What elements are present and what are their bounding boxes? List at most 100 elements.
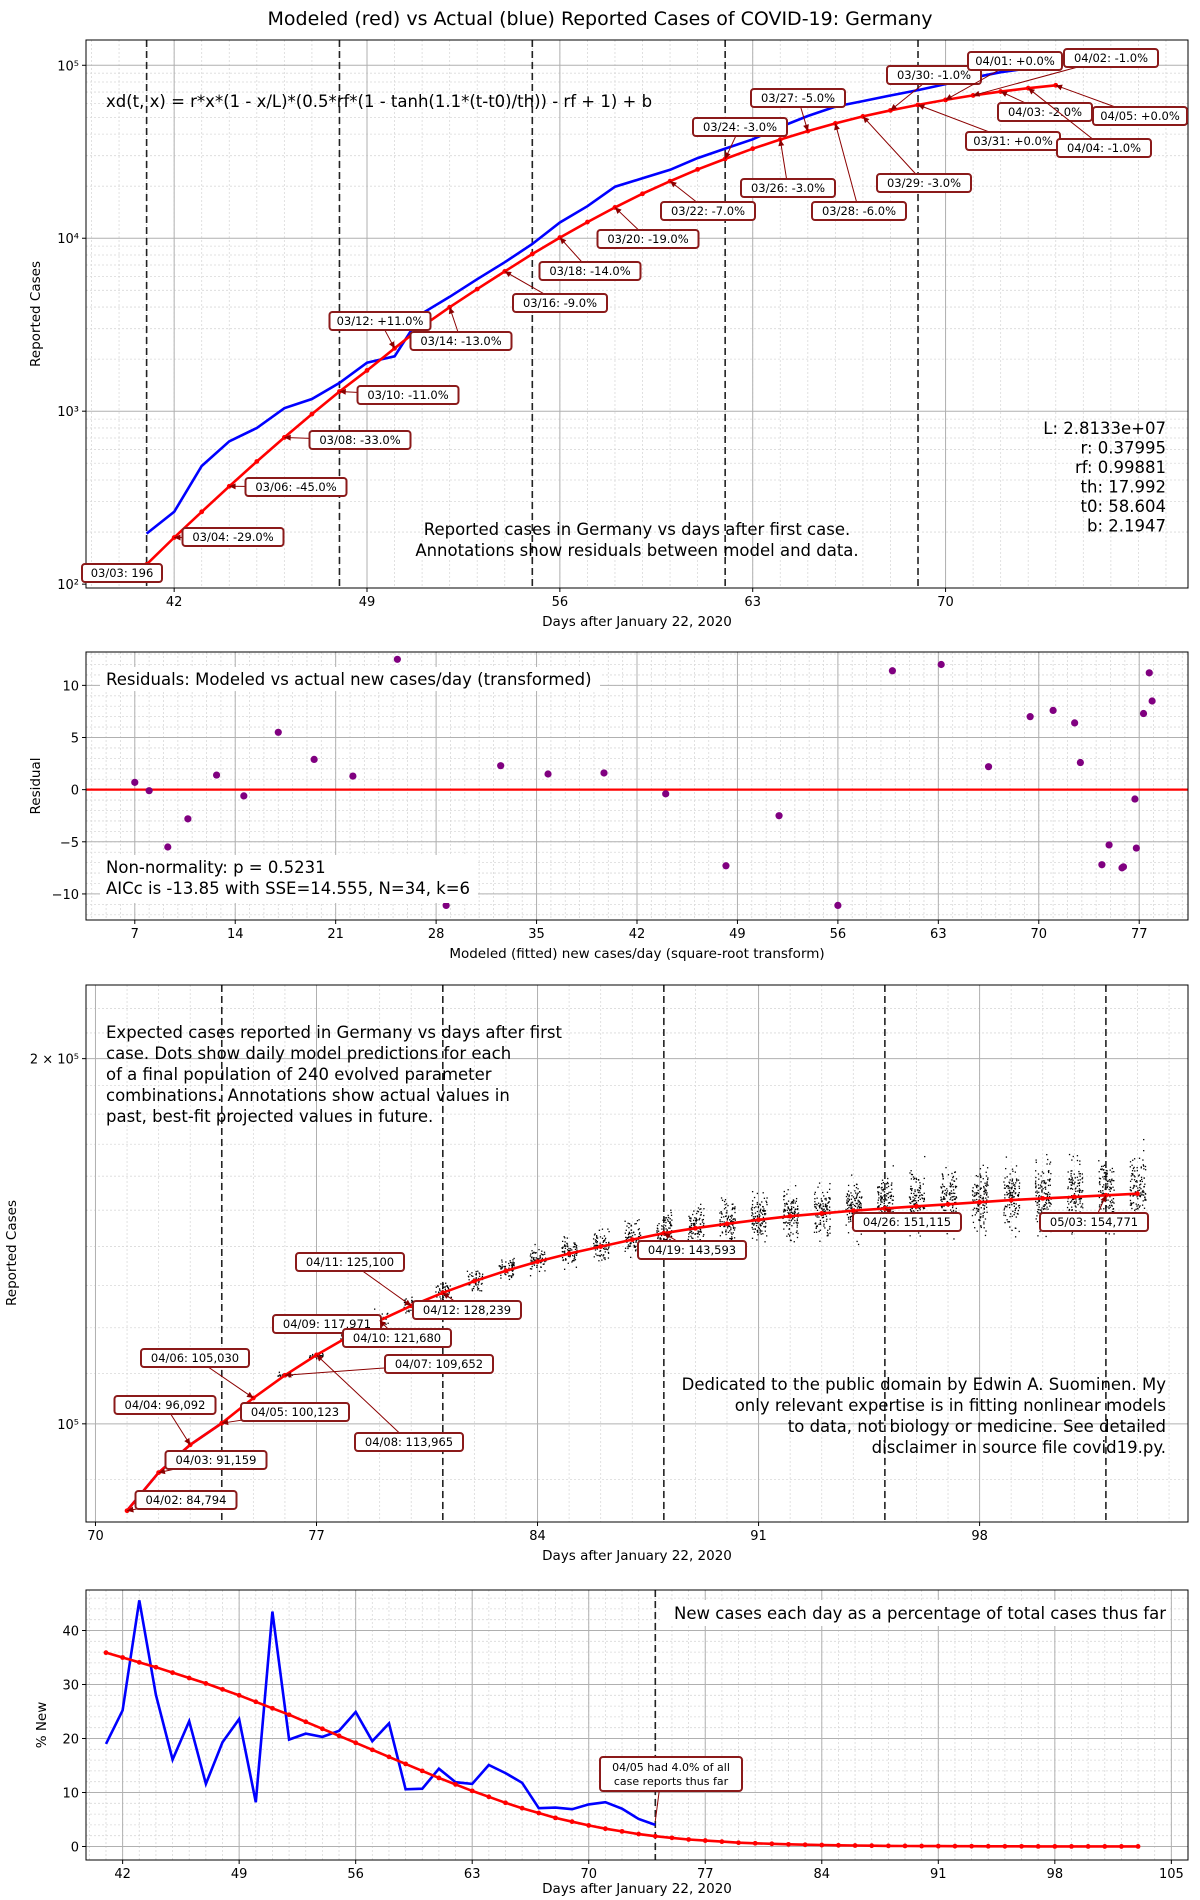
prediction-dot [848, 1199, 850, 1201]
prediction-dot [1017, 1213, 1019, 1215]
prediction-dot [725, 1207, 727, 1209]
prediction-dot [1046, 1206, 1048, 1208]
p4-x-tick-label: 63 [464, 1867, 481, 1882]
prediction-dot [878, 1186, 880, 1188]
residual-annotation-text: 03/12: +11.0% [337, 314, 424, 328]
residual-point [164, 843, 172, 851]
prediction-dot [1038, 1206, 1040, 1208]
residual-annotation: 03/24: -3.0% [692, 117, 788, 160]
prediction-dot [1008, 1196, 1010, 1199]
prediction-dot [892, 1165, 894, 1167]
prediction-dot [790, 1209, 793, 1211]
prediction-dot [976, 1230, 978, 1232]
prediction-dot [813, 1193, 816, 1195]
prediction-dot [784, 1210, 787, 1212]
prediction-dot [604, 1251, 606, 1253]
prediction-dot [858, 1203, 860, 1206]
prediction-dot [845, 1208, 847, 1211]
prediction-dot [440, 1298, 442, 1300]
p2-x-tick-label: 49 [729, 927, 746, 942]
prediction-dot [1046, 1193, 1049, 1195]
prediction-dot [564, 1259, 567, 1261]
prediction-dot [892, 1210, 894, 1213]
prediction-dot [828, 1228, 831, 1230]
prediction-dot [850, 1215, 853, 1218]
prediction-dot [792, 1202, 794, 1205]
prediction-dot [752, 1228, 754, 1230]
prediction-dot [978, 1196, 980, 1198]
prediction-dot [793, 1222, 795, 1224]
prediction-dot [727, 1231, 730, 1233]
prediction-dot [734, 1207, 736, 1210]
prediction-dot [979, 1173, 981, 1175]
residual-annotation: 04/05: +0.0% [1055, 84, 1188, 126]
prediction-dot [794, 1219, 796, 1222]
prediction-dot [859, 1202, 861, 1204]
prediction-dot [757, 1234, 759, 1236]
prediction-dot [638, 1228, 640, 1230]
prediction-dot [978, 1219, 980, 1221]
prediction-dot [759, 1230, 762, 1232]
prediction-dot [692, 1232, 694, 1234]
prediction-dot [973, 1195, 975, 1198]
prediction-dot [984, 1205, 986, 1207]
prediction-dot [861, 1196, 863, 1198]
prediction-dot [818, 1182, 821, 1184]
prediction-dot [501, 1267, 503, 1269]
prediction-dot [667, 1220, 669, 1222]
prediction-dot [923, 1200, 925, 1203]
prediction-dot [913, 1200, 915, 1202]
prediction-dot [599, 1250, 602, 1252]
prediction-dot [979, 1217, 982, 1219]
prediction-dot [1082, 1207, 1084, 1209]
prediction-dot [1112, 1208, 1114, 1210]
prediction-dot [1131, 1202, 1133, 1204]
modeled-point [503, 1800, 508, 1806]
prediction-dot [909, 1197, 911, 1199]
residual-point [775, 812, 783, 820]
prediction-dot [955, 1185, 958, 1188]
prediction-dot [882, 1181, 885, 1184]
prediction-dot [1109, 1206, 1111, 1208]
prediction-dot [635, 1222, 637, 1225]
prediction-dot [852, 1203, 854, 1206]
prediction-dot [1142, 1200, 1144, 1202]
prediction-dot [986, 1211, 988, 1213]
prediction-dot [754, 1216, 756, 1218]
modeled-point [902, 1843, 908, 1849]
prediction-dot [828, 1188, 831, 1190]
prediction-dot [760, 1212, 763, 1214]
prediction-dot [887, 1196, 890, 1199]
prediction-dot [796, 1218, 798, 1220]
modeled-point [952, 1843, 958, 1849]
prediction-dot [1047, 1194, 1049, 1196]
prediction-dot [575, 1246, 577, 1248]
prediction-dot [476, 1286, 479, 1288]
prediction-dot [1018, 1191, 1020, 1194]
panel3-caption: combinations. Annotations show actual va… [106, 1086, 510, 1105]
prediction-dot [765, 1225, 767, 1228]
prediction-dot [976, 1198, 978, 1201]
prediction-dot [1108, 1188, 1110, 1191]
prediction-dot [511, 1276, 513, 1278]
prediction-dot [445, 1282, 447, 1284]
prediction-dot [1046, 1163, 1048, 1165]
prediction-dot [726, 1212, 728, 1214]
prediction-dot [543, 1251, 546, 1253]
modeled-point [914, 1203, 919, 1209]
prediction-dot [752, 1216, 755, 1218]
prediction-dot [983, 1227, 985, 1229]
p4-ylabel: % New [34, 1702, 50, 1749]
prediction-dot [1103, 1193, 1105, 1195]
prediction-dot [638, 1219, 640, 1221]
prediction-dot [693, 1219, 695, 1222]
prediction-dot [1049, 1184, 1051, 1186]
prediction-dot [564, 1250, 566, 1252]
prediction-dot [1074, 1205, 1077, 1207]
prediction-dot [1009, 1226, 1011, 1228]
p2-fit-statistic: Non-normality: p = 0.5231 [106, 858, 326, 877]
prediction-dot [977, 1185, 979, 1187]
prediction-dot [797, 1205, 799, 1207]
prediction-dot [829, 1232, 831, 1234]
prediction-dot [910, 1178, 913, 1180]
